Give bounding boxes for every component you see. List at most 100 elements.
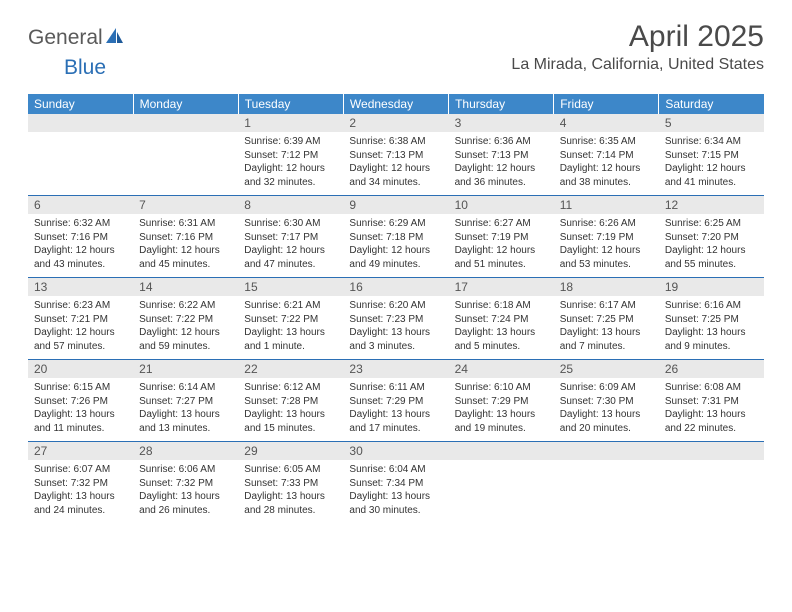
sunrise-text: Sunrise: 6:26 AM — [560, 217, 653, 231]
sunset-text: Sunset: 7:32 PM — [139, 477, 232, 491]
daylight-text: Daylight: 13 hours and 28 minutes. — [244, 490, 337, 517]
sunrise-text: Sunrise: 6:14 AM — [139, 381, 232, 395]
page: General April 2025 La Mirada, California… — [0, 0, 792, 543]
day-body: Sunrise: 6:11 AMSunset: 7:29 PMDaylight:… — [343, 378, 448, 441]
calendar-row: 20Sunrise: 6:15 AMSunset: 7:26 PMDayligh… — [28, 360, 764, 442]
sunrise-text: Sunrise: 6:17 AM — [560, 299, 653, 313]
daylight-text: Daylight: 13 hours and 20 minutes. — [560, 408, 653, 435]
calendar-cell: 21Sunrise: 6:14 AMSunset: 7:27 PMDayligh… — [133, 360, 238, 442]
calendar-row: 27Sunrise: 6:07 AMSunset: 7:32 PMDayligh… — [28, 442, 764, 524]
weekday-header: Saturday — [659, 94, 764, 114]
sunset-text: Sunset: 7:18 PM — [349, 231, 442, 245]
day-body: Sunrise: 6:16 AMSunset: 7:25 PMDaylight:… — [659, 296, 764, 359]
day-number — [554, 442, 659, 460]
day-body: Sunrise: 6:09 AMSunset: 7:30 PMDaylight:… — [554, 378, 659, 441]
day-number: 1 — [238, 114, 343, 132]
calendar-head: SundayMondayTuesdayWednesdayThursdayFrid… — [28, 94, 764, 114]
day-number: 18 — [554, 278, 659, 296]
day-body — [133, 132, 238, 190]
day-number: 22 — [238, 360, 343, 378]
daylight-text: Daylight: 13 hours and 22 minutes. — [665, 408, 758, 435]
calendar-cell: 27Sunrise: 6:07 AMSunset: 7:32 PMDayligh… — [28, 442, 133, 524]
sunrise-text: Sunrise: 6:34 AM — [665, 135, 758, 149]
day-body: Sunrise: 6:07 AMSunset: 7:32 PMDaylight:… — [28, 460, 133, 523]
calendar-cell — [28, 114, 133, 196]
daylight-text: Daylight: 12 hours and 41 minutes. — [665, 162, 758, 189]
day-number: 8 — [238, 196, 343, 214]
calendar-cell: 1Sunrise: 6:39 AMSunset: 7:12 PMDaylight… — [238, 114, 343, 196]
sunrise-text: Sunrise: 6:23 AM — [34, 299, 127, 313]
calendar-cell: 19Sunrise: 6:16 AMSunset: 7:25 PMDayligh… — [659, 278, 764, 360]
sunset-text: Sunset: 7:17 PM — [244, 231, 337, 245]
calendar-cell — [554, 442, 659, 524]
sunset-text: Sunset: 7:16 PM — [139, 231, 232, 245]
calendar-cell: 10Sunrise: 6:27 AMSunset: 7:19 PMDayligh… — [449, 196, 554, 278]
day-number: 30 — [343, 442, 448, 460]
calendar-row: 13Sunrise: 6:23 AMSunset: 7:21 PMDayligh… — [28, 278, 764, 360]
sunset-text: Sunset: 7:22 PM — [139, 313, 232, 327]
weekday-header: Thursday — [449, 94, 554, 114]
day-number: 21 — [133, 360, 238, 378]
sunrise-text: Sunrise: 6:22 AM — [139, 299, 232, 313]
day-body: Sunrise: 6:06 AMSunset: 7:32 PMDaylight:… — [133, 460, 238, 523]
daylight-text: Daylight: 12 hours and 38 minutes. — [560, 162, 653, 189]
day-body: Sunrise: 6:05 AMSunset: 7:33 PMDaylight:… — [238, 460, 343, 523]
day-number — [133, 114, 238, 132]
sunset-text: Sunset: 7:34 PM — [349, 477, 442, 491]
title-block: April 2025 La Mirada, California, United… — [511, 20, 764, 74]
sunrise-text: Sunrise: 6:07 AM — [34, 463, 127, 477]
day-number: 11 — [554, 196, 659, 214]
day-body: Sunrise: 6:20 AMSunset: 7:23 PMDaylight:… — [343, 296, 448, 359]
day-number: 26 — [659, 360, 764, 378]
day-body — [28, 132, 133, 190]
day-number: 29 — [238, 442, 343, 460]
calendar-cell: 7 Sunrise: 6:31 AMSunset: 7:16 PMDaylight… — [133, 196, 238, 278]
day-number: 9 — [343, 196, 448, 214]
sunrise-text: Sunrise: 6:31 AM — [139, 217, 232, 231]
day-number: 16 — [343, 278, 448, 296]
day-number: 6 — [28, 196, 133, 214]
day-number: 14 — [133, 278, 238, 296]
weekday-header: Tuesday — [238, 94, 343, 114]
sunrise-text: Sunrise: 6:30 AM — [244, 217, 337, 231]
calendar-cell: 18Sunrise: 6:17 AMSunset: 7:25 PMDayligh… — [554, 278, 659, 360]
day-body: Sunrise: 6:10 AMSunset: 7:29 PMDaylight:… — [449, 378, 554, 441]
sunset-text: Sunset: 7:16 PM — [34, 231, 127, 245]
daylight-text: Daylight: 12 hours and 32 minutes. — [244, 162, 337, 189]
sunset-text: Sunset: 7:14 PM — [560, 149, 653, 163]
calendar-cell: 14 Sunrise: 6:22 AMSunset: 7:22 PMDayligh… — [133, 278, 238, 360]
daylight-text: Daylight: 12 hours and 49 minutes. — [349, 244, 442, 271]
weekday-header: Sunday — [28, 94, 133, 114]
daylight-text: Daylight: 13 hours and 11 minutes. — [34, 408, 127, 435]
daylight-text: Daylight: 12 hours and 45 minutes. — [139, 244, 232, 271]
sunrise-text: Sunrise: 6:09 AM — [560, 381, 653, 395]
sunrise-text: Sunrise: 6:25 AM — [665, 217, 758, 231]
sunset-text: Sunset: 7:23 PM — [349, 313, 442, 327]
day-body: Sunrise: 6:30 AMSunset: 7:17 PMDaylight:… — [238, 214, 343, 277]
day-number: 10 — [449, 196, 554, 214]
daylight-text: Daylight: 12 hours and 59 minutes. — [139, 326, 232, 353]
daylight-text: Daylight: 12 hours and 36 minutes. — [455, 162, 548, 189]
day-number: 2 — [343, 114, 448, 132]
sunset-text: Sunset: 7:20 PM — [665, 231, 758, 245]
calendar-cell: 16Sunrise: 6:20 AMSunset: 7:23 PMDayligh… — [343, 278, 448, 360]
day-body: Sunrise: 6:29 AMSunset: 7:18 PMDaylight:… — [343, 214, 448, 277]
calendar-cell: 28Sunrise: 6:06 AMSunset: 7:32 PMDayligh… — [133, 442, 238, 524]
calendar-cell — [659, 442, 764, 524]
sunrise-text: Sunrise: 6:15 AM — [34, 381, 127, 395]
daylight-text: Daylight: 13 hours and 19 minutes. — [455, 408, 548, 435]
location: La Mirada, California, United States — [511, 56, 764, 74]
day-number: 5 — [659, 114, 764, 132]
day-number — [449, 442, 554, 460]
sunset-text: Sunset: 7:19 PM — [455, 231, 548, 245]
sunrise-text: Sunrise: 6:05 AM — [244, 463, 337, 477]
calendar-cell: 9Sunrise: 6:29 AMSunset: 7:18 PMDaylight… — [343, 196, 448, 278]
sunrise-text: Sunrise: 6:38 AM — [349, 135, 442, 149]
day-number: 4 — [554, 114, 659, 132]
calendar-cell: 5Sunrise: 6:34 AMSunset: 7:15 PMDaylight… — [659, 114, 764, 196]
sunset-text: Sunset: 7:29 PM — [349, 395, 442, 409]
month-title: April 2025 — [511, 20, 764, 54]
day-body: Sunrise: 6:15 AMSunset: 7:26 PMDaylight:… — [28, 378, 133, 441]
sunset-text: Sunset: 7:25 PM — [665, 313, 758, 327]
day-number: 7 — [133, 196, 238, 214]
